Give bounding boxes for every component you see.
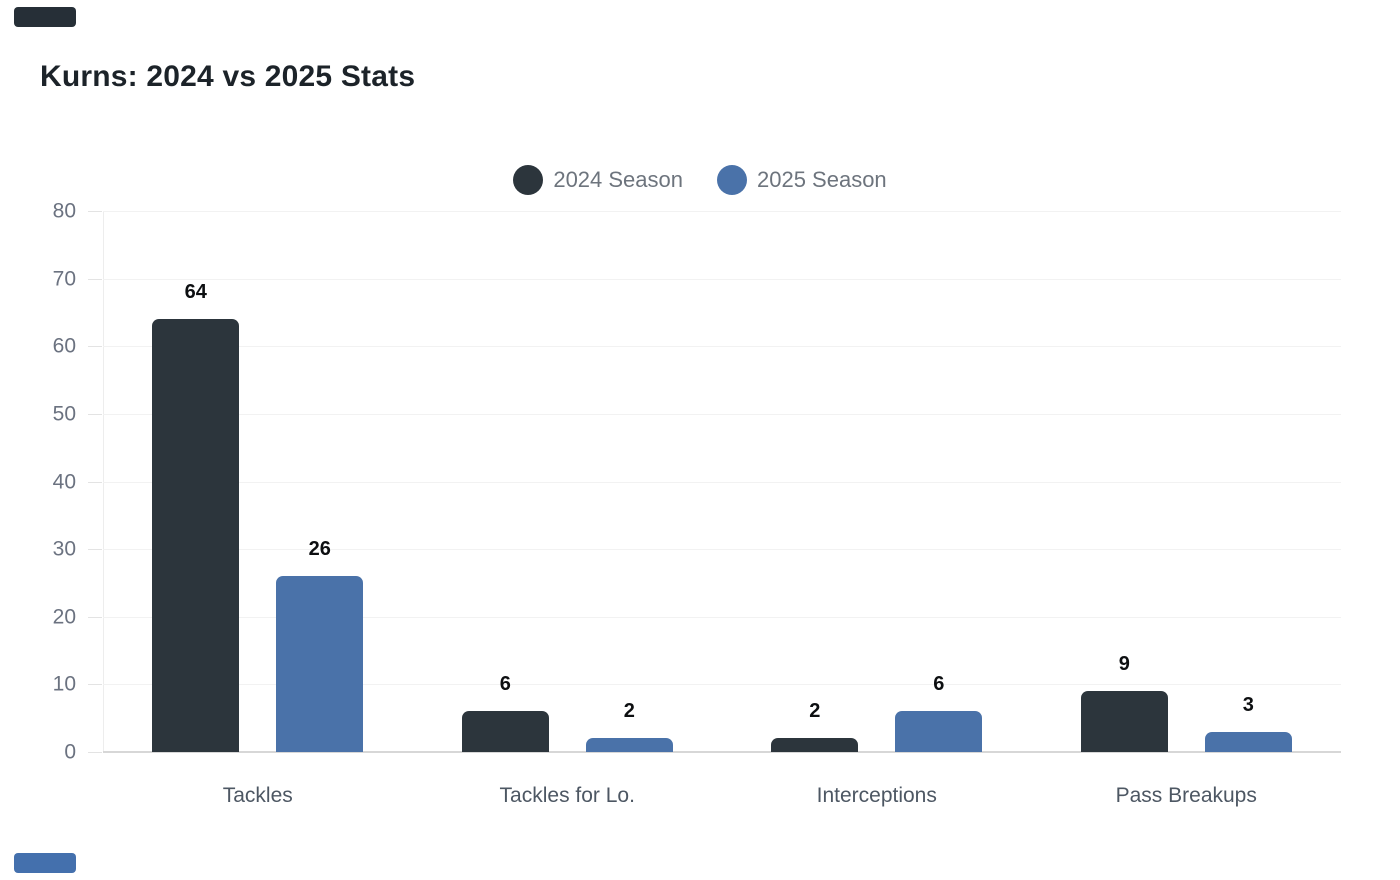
y-tick-label-70: 70	[52, 267, 76, 291]
y-tick-label-60: 60	[52, 334, 76, 358]
chart-legend: 2024 Season 2025 Season	[0, 163, 1400, 197]
y-tick-mark-40	[88, 481, 102, 483]
value-label-2025-pass-breakups: 3	[1242, 693, 1254, 716]
legend-label: 2025 Season	[757, 167, 887, 192]
y-tick-mark-30	[88, 549, 102, 551]
gridline-70	[103, 278, 1341, 280]
bar-2024-interceptions[interactable]	[771, 738, 859, 752]
plot-area: 0 10 20 30 40 50 60 70 80 64 26 Tackles 6 2 Tackles fo…	[53, 201, 1341, 807]
y-tick-label-40: 40	[52, 470, 76, 493]
gridline-80	[103, 211, 1341, 212]
y-tick-mark-0	[88, 752, 102, 753]
color-chip-2025[interactable]	[14, 853, 76, 873]
y-tick-mark-60	[88, 346, 102, 348]
gridline-20	[103, 616, 1341, 618]
x-category-label-tackles-for-lo-: Tackles for Lo.	[499, 784, 635, 807]
y-tick-mark-70	[88, 278, 102, 280]
y-tick-mark-80	[88, 211, 102, 212]
x-category-label-tackles: Tackles	[222, 784, 293, 807]
bar-2025-tackles-for-lo-[interactable]	[585, 738, 673, 752]
legend-item-2025[interactable]: 2025 Season	[717, 165, 887, 195]
value-label-2024-tackles-for-lo-: 6	[499, 673, 511, 696]
gridline-30	[103, 549, 1341, 551]
chart-title: Kurns: 2024 vs 2025 Stats	[40, 60, 416, 93]
value-label-2024-interceptions: 2	[809, 700, 821, 723]
legend-label: 2024 Season	[553, 167, 683, 192]
bar-2025-interceptions[interactable]	[895, 711, 983, 752]
bar-2024-tackles[interactable]	[152, 319, 240, 752]
gridline-40	[103, 481, 1341, 483]
x-category-label-pass-breakups: Pass Breakups	[1115, 784, 1257, 807]
bar-2024-pass-breakups[interactable]	[1080, 691, 1168, 752]
value-label-2024-pass-breakups: 9	[1118, 653, 1130, 676]
gridline-50	[103, 413, 1341, 415]
legend-swatch-icon	[513, 165, 544, 195]
color-chip-2024[interactable]	[14, 7, 76, 27]
y-tick-mark-50	[88, 413, 102, 415]
gridline-10	[103, 684, 1341, 686]
gridline-0	[103, 751, 1341, 753]
y-tick-label-0: 0	[64, 740, 76, 764]
y-tick-mark-20	[88, 616, 102, 618]
value-label-2025-tackles-for-lo-: 2	[623, 700, 635, 723]
y-tick-label-80: 80	[52, 199, 76, 223]
y-tick-label-30: 30	[52, 537, 76, 561]
gridline-60	[103, 346, 1341, 348]
value-label-2025-interceptions: 6	[933, 673, 945, 696]
legend-swatch-icon	[717, 165, 747, 195]
bar-2025-pass-breakups[interactable]	[1204, 731, 1292, 752]
y-tick-label-50: 50	[52, 402, 76, 426]
x-category-label-interceptions: Interceptions	[816, 784, 937, 807]
y-tick-label-10: 10	[52, 672, 76, 696]
value-label-2024-tackles: 64	[184, 281, 207, 304]
bar-2025-tackles[interactable]	[276, 576, 364, 752]
legend-item-2024[interactable]: 2024 Season	[513, 165, 683, 195]
value-label-2025-tackles: 26	[308, 538, 331, 561]
y-tick-label-20: 20	[52, 605, 76, 629]
bar-2024-tackles-for-lo-[interactable]	[461, 711, 549, 752]
y-tick-mark-10	[88, 684, 102, 686]
